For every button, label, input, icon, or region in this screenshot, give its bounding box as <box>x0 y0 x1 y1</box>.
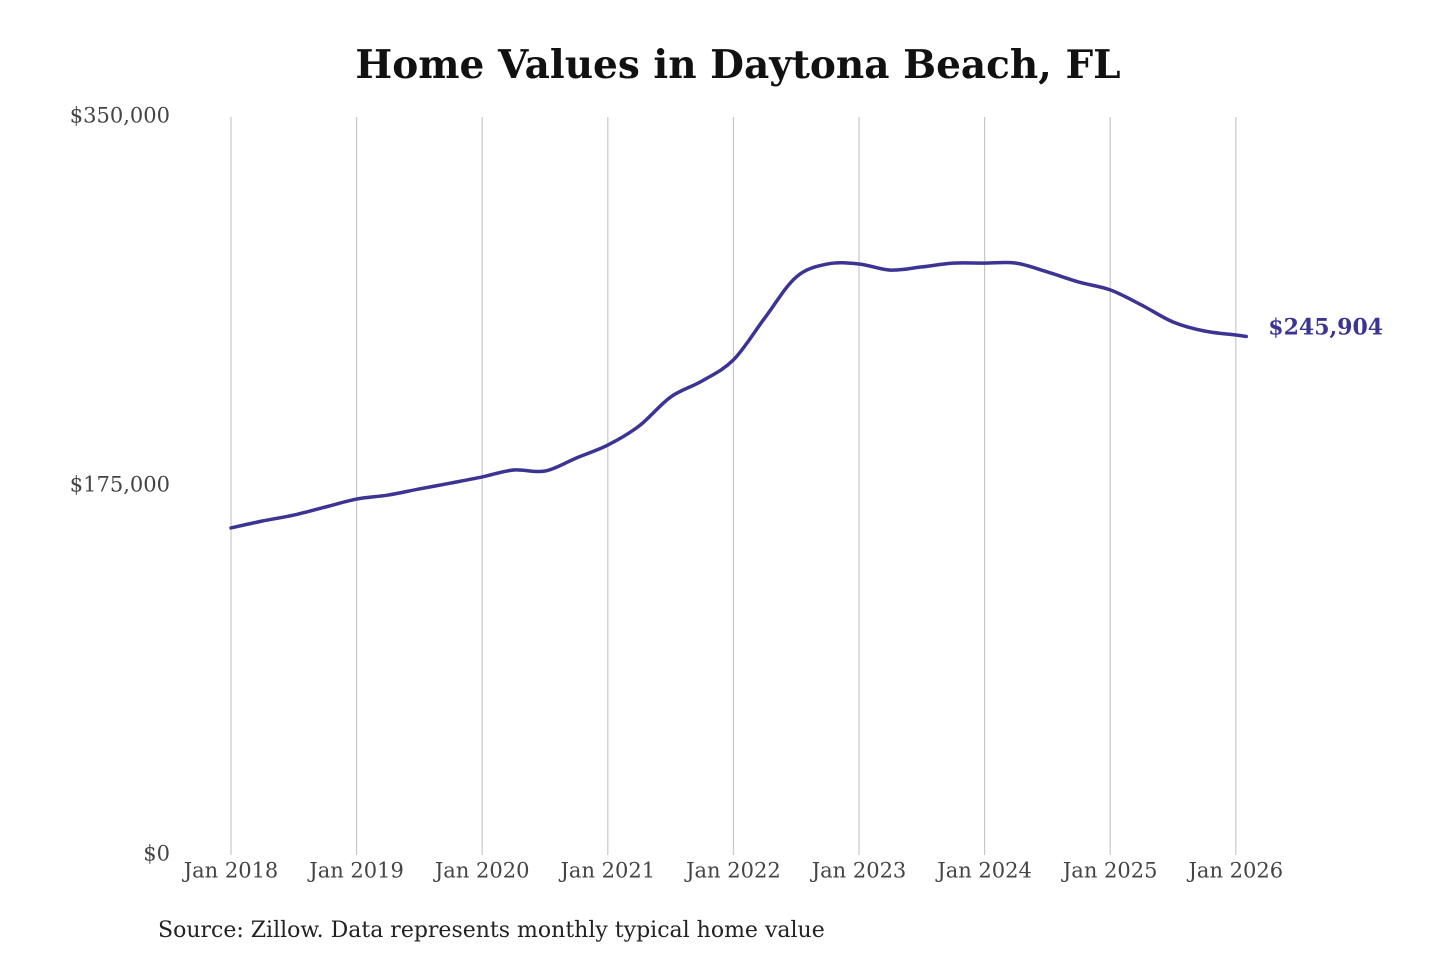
value-label: $245,904 <box>1268 314 1383 340</box>
x-tick-label: Jan 2019 <box>307 859 404 883</box>
chart-title: Home Values in Daytona Beach, FL <box>355 42 1120 88</box>
x-tick-label: Jan 2022 <box>684 859 781 883</box>
line <box>229 260 1249 530</box>
y-tick-label: $0 <box>143 842 170 866</box>
x-tick-label: Jan 2025 <box>1061 859 1158 883</box>
x-tick-label: Jan 2021 <box>559 859 656 883</box>
x-tick-label: Jan 2024 <box>935 859 1032 883</box>
x-tick-label: Jan 2023 <box>810 859 907 883</box>
x-tick-label: Jan 2018 <box>182 859 279 883</box>
x-tick-label: Jan 2020 <box>433 859 530 883</box>
source-note: Source: Zillow. Data represents monthly … <box>158 918 825 943</box>
y-tick-label: $350,000 <box>70 104 170 128</box>
x-tick-label: Jan 2026 <box>1187 859 1284 883</box>
y-tick-label: $175,000 <box>70 473 170 497</box>
